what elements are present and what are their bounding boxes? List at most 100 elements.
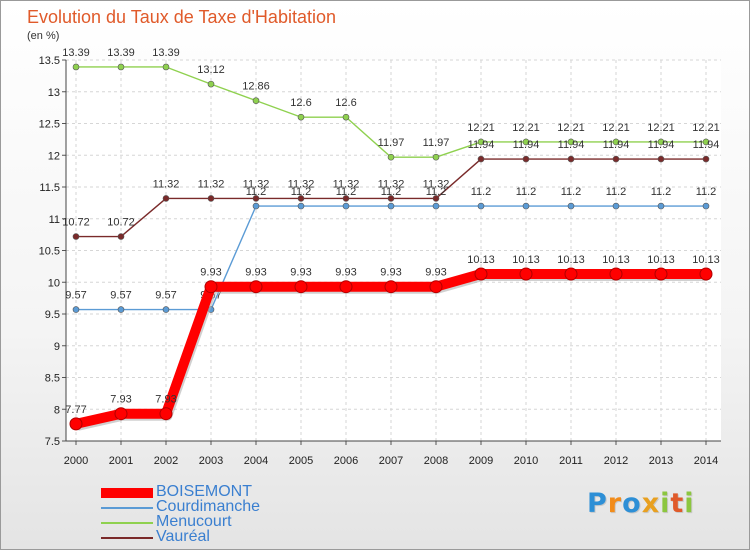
data-point xyxy=(564,267,578,281)
data-point xyxy=(162,63,170,71)
logo-letter: x xyxy=(641,488,661,519)
data-label: 7.93 xyxy=(155,394,176,406)
x-tick-label: 2004 xyxy=(244,455,268,467)
logo-letter: o xyxy=(622,488,642,519)
data-label: 9.57 xyxy=(110,290,131,302)
y-unit-label: (en %) xyxy=(27,30,60,42)
data-label: 13.39 xyxy=(62,47,90,59)
y-tick-label: 10.5 xyxy=(39,246,60,258)
data-label: 12.21 xyxy=(512,122,540,134)
data-point xyxy=(522,138,530,146)
data-label: 11.2 xyxy=(291,186,312,198)
y-tick-label: 8.5 xyxy=(45,373,60,385)
data-label: 11.94 xyxy=(648,139,675,151)
data-label: 11.94 xyxy=(603,139,630,151)
legend-swatch xyxy=(101,507,153,509)
data-label: 10.13 xyxy=(467,254,495,266)
data-point xyxy=(474,267,488,281)
data-label: 11.2 xyxy=(606,186,627,198)
data-label: 11.94 xyxy=(468,139,495,151)
data-point xyxy=(117,63,125,71)
data-point xyxy=(702,138,710,146)
data-point xyxy=(567,155,575,163)
data-point xyxy=(387,153,395,161)
data-label: 11.32 xyxy=(378,178,405,190)
x-tick-label: 2012 xyxy=(604,455,628,467)
data-point xyxy=(432,153,440,161)
logo-letter: P xyxy=(587,488,608,519)
data-label: 11.2 xyxy=(561,186,582,198)
data-label: 7.77 xyxy=(65,404,86,416)
data-point xyxy=(387,195,395,202)
data-point xyxy=(249,280,263,294)
data-label: 10.72 xyxy=(107,217,135,229)
data-point xyxy=(297,202,305,210)
x-tick-label: 2006 xyxy=(334,455,358,467)
data-point xyxy=(162,195,170,202)
x-tick-label: 2013 xyxy=(649,455,673,467)
data-point xyxy=(252,202,260,210)
data-point xyxy=(522,155,530,163)
legend-label: Courdimanche xyxy=(156,498,261,515)
legend-label: Vauréal xyxy=(156,528,210,545)
data-point xyxy=(207,195,215,202)
data-label: 9.93 xyxy=(335,267,356,279)
data-point xyxy=(477,138,485,146)
data-label: 12.6 xyxy=(290,97,311,109)
data-label: 11.32 xyxy=(333,178,360,190)
data-label: 12.21 xyxy=(602,122,630,134)
data-point xyxy=(294,280,308,294)
y-tick-label: 7.5 xyxy=(45,436,60,448)
legend-swatch xyxy=(101,522,153,524)
data-label: 9.93 xyxy=(200,267,221,279)
data-label: 11.32 xyxy=(288,178,315,190)
data-label: 13.39 xyxy=(152,47,180,59)
x-tick-label: 2000 xyxy=(64,455,88,467)
data-label: 9.93 xyxy=(425,267,446,279)
data-point xyxy=(72,233,80,240)
data-point xyxy=(69,417,83,431)
chart-title: Evolution du Taux de Taxe d'Habitation xyxy=(27,7,336,27)
data-label: 11.97 xyxy=(423,137,450,149)
y-tick-label: 11 xyxy=(49,214,60,226)
data-label: 11.2 xyxy=(336,186,357,198)
data-point xyxy=(657,138,665,146)
data-label: 11.94 xyxy=(558,139,585,151)
data-point xyxy=(612,155,620,163)
data-label: 11.2 xyxy=(516,186,537,198)
data-label: 9.57 xyxy=(155,290,176,302)
y-tick-label: 10 xyxy=(48,277,60,289)
data-label: 11.2 xyxy=(426,186,447,198)
data-label: 11.2 xyxy=(471,186,492,198)
x-tick-label: 2014 xyxy=(694,455,718,467)
data-label: 12.21 xyxy=(647,122,675,134)
y-tick-label: 12.5 xyxy=(39,119,60,131)
data-point xyxy=(117,306,125,313)
data-point xyxy=(609,267,623,281)
data-point xyxy=(342,113,350,121)
legend-swatch xyxy=(101,488,153,498)
data-point xyxy=(612,138,620,146)
data-point xyxy=(432,195,440,202)
data-label: 11.97 xyxy=(378,137,405,149)
logo-letter: i xyxy=(684,488,695,519)
data-point xyxy=(387,202,395,210)
legend-label: Menucourt xyxy=(156,513,232,530)
y-tick-label: 13.5 xyxy=(39,55,60,67)
data-point xyxy=(657,155,665,163)
y-tick-label: 9 xyxy=(54,341,60,353)
legend-label: BOISEMONT xyxy=(156,483,253,500)
data-label: 12.6 xyxy=(335,97,356,109)
data-point xyxy=(342,195,350,202)
data-point xyxy=(702,155,710,163)
x-tick-label: 2007 xyxy=(379,455,403,467)
y-tick-label: 13 xyxy=(48,87,60,99)
data-point xyxy=(204,280,218,294)
logo-letter: r xyxy=(607,488,623,519)
data-point xyxy=(252,97,260,104)
data-point xyxy=(252,195,260,202)
x-tick-label: 2011 xyxy=(559,455,583,467)
data-point xyxy=(699,267,713,281)
